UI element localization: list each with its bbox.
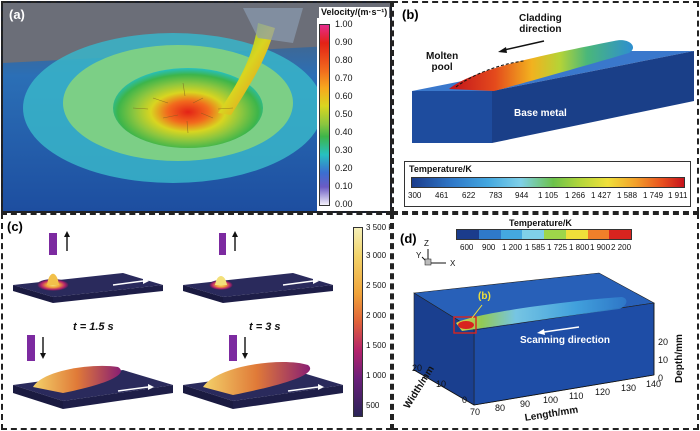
temperature-legend-b: Temperature/K 300 461 622 783 944 1 105 … xyxy=(404,161,691,207)
temperature-c-tick: 500 xyxy=(366,401,380,410)
triad-axes xyxy=(421,249,446,266)
panel-a: (a) Velocity/(m·s⁻¹) 1.00 0.90 0.80 0.70… xyxy=(1,1,392,213)
time-label-1: t = 1.5 s xyxy=(73,321,114,333)
colorbar-segment xyxy=(457,230,479,239)
triad-z: Z xyxy=(424,239,429,248)
temperature-d-tick: 2 200 xyxy=(611,243,632,252)
temperature-c-max: 3 500 K xyxy=(366,223,392,232)
velocity-tick: 0.20 xyxy=(335,163,353,173)
x-tick: 70 xyxy=(470,407,481,417)
x-tick: 120 xyxy=(595,387,611,397)
axis-frame xyxy=(413,303,655,406)
colorbar-segment xyxy=(544,230,566,239)
temperature-d-tick: 1 800 xyxy=(569,243,590,252)
temperature-d-tick: 600 xyxy=(460,243,474,252)
colorbar-segment xyxy=(522,230,544,239)
temperature-colorbar-c xyxy=(353,227,363,417)
cladding-direction-label: Cladding direction xyxy=(519,13,562,35)
velocity-tick: 0.00 xyxy=(335,199,353,209)
z-tick: 10 xyxy=(658,355,669,365)
z-axis-label: Depth/mm xyxy=(674,334,685,383)
panel-c: (c) t = 1.5 s t = 3 s 3 500 K 3 000 2 50… xyxy=(1,213,392,430)
base-metal-label: Base metal xyxy=(514,108,567,119)
panel-b-label: (b) xyxy=(402,7,419,22)
temperature-colorbar-d xyxy=(456,229,632,240)
velocity-colorbar-area: 1.00 0.90 0.80 0.70 0.60 0.50 0.40 0.30 … xyxy=(317,18,390,211)
panel-d: (d) Temperature/K 600 900 1 200 1 585 1 … xyxy=(392,213,699,430)
scanning-direction-label: Scanning direction xyxy=(520,335,611,346)
scanning-domain-plot xyxy=(413,249,655,406)
temperature-d-tick: 900 xyxy=(482,243,496,252)
x-tick: 80 xyxy=(495,403,506,413)
colorbar-segment xyxy=(609,230,631,239)
temperature-tick: 461 xyxy=(435,191,449,200)
x-tick: 130 xyxy=(621,383,637,393)
velocity-tick: 0.30 xyxy=(335,145,353,155)
temperature-c-tick: 2 000 xyxy=(366,311,387,320)
panel-c-label: (c) xyxy=(7,219,23,234)
temperature-c-tick: 2 500 xyxy=(366,281,387,290)
temperature-d-tick: 1 585 xyxy=(525,243,546,252)
x-tick: 90 xyxy=(520,399,531,409)
panel-b: (b) Cladding direction Molten pool Base … xyxy=(392,1,699,213)
time-label-2: t = 3 s xyxy=(249,321,281,333)
temperature-tick: 300 xyxy=(408,191,422,200)
y-tick: 10 xyxy=(436,379,447,389)
z-tick: 0 xyxy=(658,373,664,383)
x-tick: 100 xyxy=(543,395,559,405)
y-tick: 20 xyxy=(412,363,423,373)
triad-y: Y xyxy=(416,251,422,260)
molten-pool-label: Molten pool xyxy=(426,51,459,73)
temperature-c-tick: 1 000 xyxy=(366,371,387,380)
colorbar-segment xyxy=(478,230,501,239)
temperature-d-tick: 1 725 xyxy=(547,243,568,252)
temperature-legend-d-title: Temperature/K xyxy=(509,218,572,228)
temperature-legend-title: Temperature/K xyxy=(409,164,472,174)
temperature-c-tick: 3 000 xyxy=(366,251,387,260)
temperature-tick: 1 911 xyxy=(668,191,688,200)
temperature-tick: 622 xyxy=(462,191,476,200)
temperature-d-tick: 1 900 xyxy=(590,243,611,252)
cladding-model xyxy=(412,40,694,143)
velocity-tick: 0.90 xyxy=(335,37,353,47)
panel-d-label: (d) xyxy=(400,231,417,246)
velocity-tick: 0.10 xyxy=(335,181,353,191)
temperature-tick: 1 588 xyxy=(617,191,638,200)
triad-x: X xyxy=(450,259,456,268)
temperature-colorbar-b xyxy=(411,177,685,188)
printing-sequence-plot xyxy=(13,231,343,409)
temperature-tick: 1 105 xyxy=(538,191,559,200)
temperature-tick: 1 749 xyxy=(643,191,664,200)
velocity-tick: 1.00 xyxy=(335,19,353,29)
colorbar-segment xyxy=(500,230,523,239)
velocity-tick: 0.50 xyxy=(335,109,353,119)
temperature-tick: 1 266 xyxy=(565,191,586,200)
velocity-tick: 0.40 xyxy=(335,127,353,137)
panel-a-label: (a) xyxy=(9,7,25,22)
temperature-tick: 944 xyxy=(515,191,529,200)
x-tick: 110 xyxy=(569,391,584,401)
velocity-tick: 0.70 xyxy=(335,73,353,83)
temperature-tick: 783 xyxy=(489,191,503,200)
velocity-tick: 0.60 xyxy=(335,91,353,101)
velocity-tick: 0.80 xyxy=(335,55,353,65)
temperature-c-tick: 1 500 xyxy=(366,341,387,350)
velocity-colorbar xyxy=(319,24,330,206)
temperature-d-tick: 1 200 xyxy=(502,243,523,252)
velocity-colorbar-title: Velocity/(m·s⁻¹) xyxy=(319,7,390,18)
temperature-tick: 1 427 xyxy=(591,191,612,200)
inset-reference-label: (b) xyxy=(478,291,491,302)
z-tick: 20 xyxy=(658,337,669,347)
colorbar-segment xyxy=(587,230,610,239)
y-tick: 0 xyxy=(462,395,468,405)
x-tick: 140 xyxy=(646,379,662,389)
colorbar-segment xyxy=(565,230,588,239)
